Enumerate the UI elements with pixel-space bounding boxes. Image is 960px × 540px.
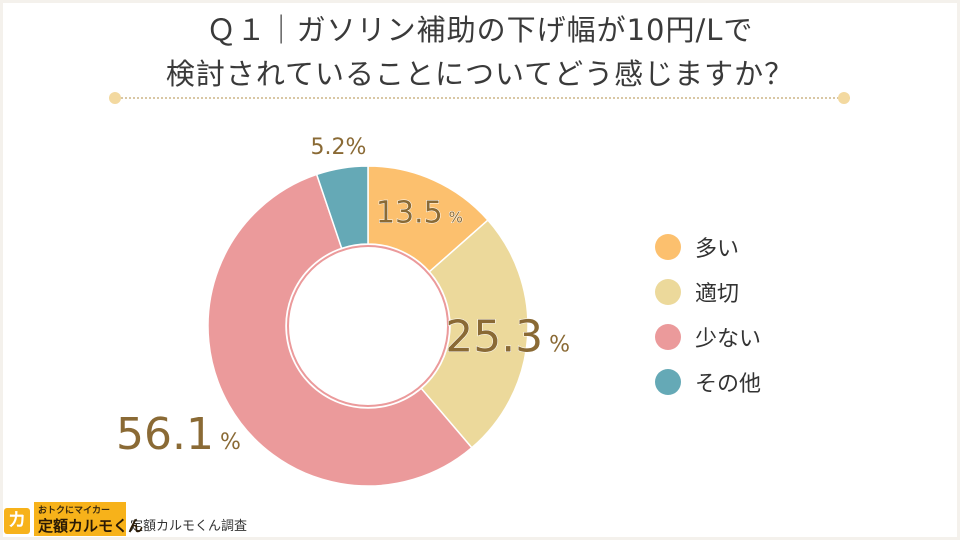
footer: カ おトクにマイカー 定額カルモくん 定額カルモくん調査 xyxy=(4,500,247,536)
logo-box: おトクにマイカー 定額カルモくん xyxy=(34,502,143,536)
legend-item: 多い xyxy=(655,224,761,269)
donut-hole xyxy=(287,245,449,407)
legend-swatch xyxy=(655,233,681,260)
divider-dot-left xyxy=(109,92,121,104)
legend-label: その他 xyxy=(695,371,762,397)
brand-logo: カ おトクにマイカー 定額カルモくん xyxy=(4,502,143,536)
legend-label: 少ない xyxy=(695,326,762,352)
source-note: 定額カルモくん調査 xyxy=(130,519,248,534)
chart-title: Ｑ１｜ガソリン補助の下げ幅が10円/Lで 検討されていることについてどう感じます… xyxy=(0,8,960,96)
divider-dot-right xyxy=(838,92,850,104)
logo-mark: カ xyxy=(4,508,30,534)
data-label: 56.1% xyxy=(116,409,241,460)
legend-swatch xyxy=(655,323,681,350)
title-line-2: 検討されていることについてどう感じますか？ xyxy=(165,57,795,91)
title-divider xyxy=(110,97,850,99)
logo-tagline: おトクにマイカー xyxy=(38,506,111,516)
legend-swatch xyxy=(655,278,681,305)
logo-name: 定額カルモくん xyxy=(38,517,144,535)
donut-slice xyxy=(315,165,369,250)
title-line-1: Ｑ１｜ガソリン補助の下げ幅が10円/Lで xyxy=(206,13,754,47)
donut-slice xyxy=(207,173,473,487)
legend-label: 多い xyxy=(695,236,740,262)
donut-slice xyxy=(420,219,529,449)
legend-item: 適切 xyxy=(655,269,761,314)
data-label: 25.3% xyxy=(445,311,570,362)
legend-item: 少ない xyxy=(655,314,761,359)
data-label: 5.2% xyxy=(310,135,366,160)
data-label: 13.5% xyxy=(376,196,463,231)
legend-label: 適切 xyxy=(695,281,740,307)
legend: 多い 適切 少ない その他 xyxy=(655,224,761,404)
legend-item: その他 xyxy=(655,359,761,404)
legend-swatch xyxy=(655,368,681,395)
